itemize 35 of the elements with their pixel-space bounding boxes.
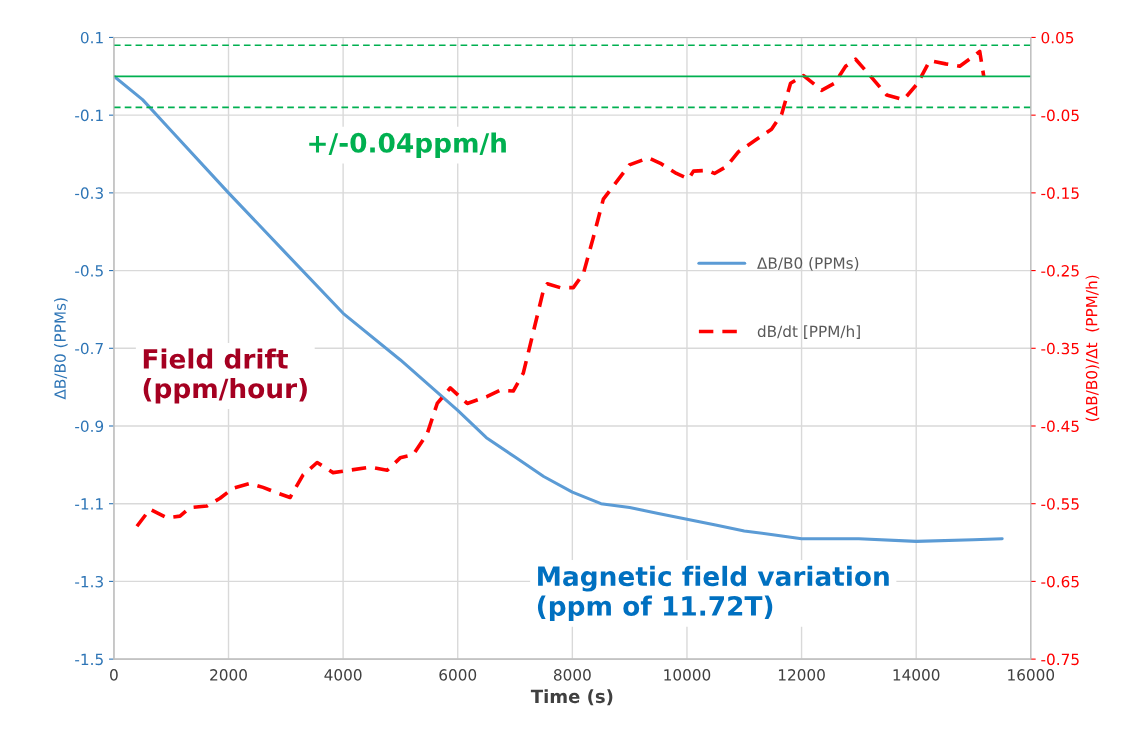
x-tick-label: 4000 xyxy=(324,669,362,681)
x-tick-label: 6000 xyxy=(439,669,477,681)
x-tick-label: 16000 xyxy=(1008,669,1055,681)
y-tick-label: 0.1 xyxy=(80,31,103,44)
y-tick-label: -1.5 xyxy=(75,653,103,666)
x-tick-label: 8000 xyxy=(553,669,591,681)
y-tick-label: -0.9 xyxy=(75,420,104,433)
y2-tick-label: -0.15 xyxy=(1041,187,1079,199)
y-tick-label: -0.7 xyxy=(75,342,103,355)
x-tick-label: 2000 xyxy=(210,669,247,681)
annotation: +/-0.04ppm/h xyxy=(309,132,506,158)
annotation: Magnetic field variation (ppm of 11.72T) xyxy=(537,565,889,622)
annotation: Field drift (ppm/hour) xyxy=(143,348,307,404)
y-tick-label: -1.1 xyxy=(75,498,103,510)
x-axis-title: Time (s) xyxy=(530,689,613,706)
y2-axis-title: (ΔB/B0)/Δt (PPM/h) xyxy=(1085,275,1100,421)
x-tick-label: 14000 xyxy=(893,669,940,681)
y-tick-label: -0.3 xyxy=(75,187,103,199)
y2-tick-label: -0.45 xyxy=(1041,420,1079,433)
x-tick-label: 0 xyxy=(110,669,118,681)
y2-tick-label: -0.05 xyxy=(1041,109,1079,122)
y2-tick-label: -0.65 xyxy=(1041,575,1079,588)
x-tick-label: 12000 xyxy=(778,669,825,681)
legend-label: ΔB/B0 (PPMs) xyxy=(757,257,859,271)
y-axis-title: ΔB/B0 (PPMs) xyxy=(54,298,68,400)
x-tick-label: 10000 xyxy=(664,669,711,681)
y2-tick-label: -0.75 xyxy=(1041,653,1079,666)
y2-tick-label: -0.25 xyxy=(1041,265,1079,277)
y2-tick-label: -0.55 xyxy=(1041,498,1079,510)
y-tick-label: -1.3 xyxy=(75,575,103,588)
y2-tick-label: 0.05 xyxy=(1041,31,1074,44)
y2-tick-label: -0.35 xyxy=(1041,342,1079,355)
y-tick-label: -0.1 xyxy=(75,109,103,122)
y-tick-label: -0.5 xyxy=(75,265,103,277)
legend-label: dB/dt [PPM/h] xyxy=(757,325,860,339)
